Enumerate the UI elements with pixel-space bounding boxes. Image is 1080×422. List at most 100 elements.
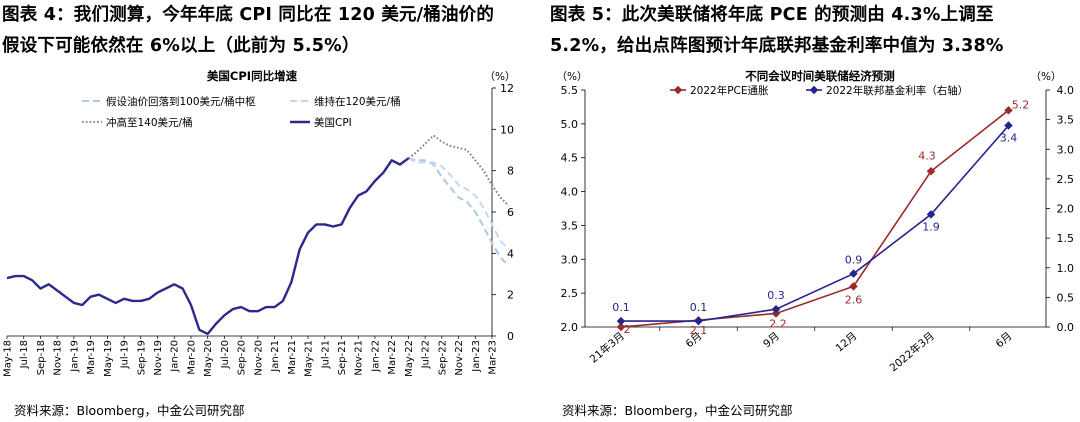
fed-legend-label: 2022年联邦基金利率（右轴）: [826, 84, 968, 97]
left-figure-title-line1: 图表 4：我们测算，今年年底 CPI 同比在 120 美元/桶油价的: [2, 5, 495, 25]
fed-x-tick-label: 6月: [994, 330, 1015, 350]
fed-pce-data-label: 2.6: [845, 293, 863, 306]
fed-pce-marker: [849, 282, 858, 291]
cpi-x-tick-label: Nov-20: [253, 340, 264, 376]
cpi-x-tick-label: Jan-20: [170, 340, 181, 373]
fed-right-tick-label: 2.0: [1057, 203, 1075, 216]
fed-left-tick-label: 3.0: [561, 253, 579, 266]
cpi-x-tick-label: Mar-19: [86, 340, 97, 375]
fed-right-tick-label: 2.5: [1057, 173, 1075, 186]
fed-x-tick-label: 2022年3月: [887, 329, 937, 374]
fed-left-tick-label: 4.0: [561, 186, 579, 199]
fed-left-tick-label: 5.5: [561, 84, 579, 97]
fed-pce-data-label: 2: [624, 323, 631, 336]
cpi-x-tick-label: Mar-21: [287, 340, 298, 375]
cpi-x-tick-label: Jan-23: [471, 340, 482, 373]
cpi-y-tick-label: 0: [507, 330, 514, 343]
fed-legend-label: 2022年PCE通胀: [690, 84, 769, 97]
left-figure-title-line2: 假设下可能依然在 6%以上（此前为 5.5%）: [2, 36, 360, 56]
left-figure-panel: 图表 4：我们测算，今年年底 CPI 同比在 120 美元/桶油价的 假设下可能…: [2, 5, 516, 418]
cpi-x-tick-label: Jul-22: [421, 340, 432, 369]
cpi-series-line: [407, 134, 510, 207]
fed-pce-data-label: 4.3: [918, 149, 936, 162]
fed-right-tick-label: 1.0: [1057, 262, 1075, 275]
cpi-x-tick-label: May-19: [103, 340, 114, 377]
fed-left-tick-label: 3.5: [561, 219, 579, 232]
fed-left-unit: （%）: [557, 71, 588, 83]
fed-pce-data-label: 2.1: [690, 324, 708, 337]
cpi-x-tick-label: Nov-19: [153, 340, 164, 376]
fed-left-tick-label: 2.0: [561, 321, 579, 334]
fed-right-unit: （%）: [1031, 71, 1062, 83]
cpi-x-tick-label: May-22: [404, 340, 415, 377]
cpi-x-tick-label: Nov-21: [354, 340, 365, 376]
fed-right-tick-label: 0.5: [1057, 291, 1075, 304]
cpi-x-tick-label: Mar-20: [186, 340, 197, 375]
right-figure-source: 资料来源：Bloomberg，中金公司研究部: [562, 403, 793, 418]
fed-ffr-marker: [771, 304, 781, 314]
cpi-x-tick-label: Mar-22: [387, 340, 398, 375]
fed-right-tick-label: 3.5: [1057, 114, 1075, 127]
cpi-y-unit: （%）: [485, 71, 516, 83]
cpi-y-tick-label: 8: [507, 165, 514, 178]
left-figure-source: 资料来源：Bloomberg，中金公司研究部: [14, 403, 245, 418]
cpi-legend-label: 维持在120美元/桶: [314, 95, 401, 108]
cpi-chart: 美国CPI同比增速 （%） 0 2 4 6 8 10 12 May-18 Jul-18 Sep-1…: [3, 69, 516, 377]
fed-chart-title: 不同会议时间美联储经济预测: [745, 69, 895, 83]
fed-ffr-marker: [694, 316, 703, 326]
cpi-x-tick-label: May-21: [304, 340, 315, 377]
cpi-x-tick-label: Jul-19: [120, 340, 131, 369]
fed-left-tick-label: 4.5: [561, 152, 579, 165]
fed-x-tick-label: 9月: [761, 330, 782, 350]
fed-legend-marker: [809, 85, 819, 95]
fed-legend-marker: [673, 85, 683, 95]
fed-right-tick-label: 3.0: [1057, 143, 1075, 156]
cpi-x-tick-label: Jul-20: [220, 340, 231, 369]
cpi-y-tick-label: 2: [507, 289, 514, 302]
cpi-series-line: [408, 157, 510, 267]
cpi-legend-label: 冲高至140美元/桶: [106, 116, 193, 129]
fed-ffr-data-label: 0.1: [612, 301, 630, 314]
fed-ffr-line: [621, 125, 1010, 322]
cpi-x-tick-label: Nov-18: [53, 340, 64, 376]
fed-ffr-data-label: 0.3: [767, 289, 785, 302]
fed-ffr-data-label: 1.9: [922, 220, 940, 233]
fed-chart: 不同会议时间美联储经济预测 （%） （%） 2.0 2.5 3.0 3.5 4.0 4.5…: [557, 69, 1075, 374]
cpi-x-tick-label: Mar-23: [488, 340, 499, 375]
fed-x-tick-label: 21年3月: [587, 329, 627, 365]
cpi-legend-label: 美国CPI: [314, 116, 352, 129]
fed-right-tick-label: 4.0: [1057, 84, 1075, 97]
cpi-x-tick-label: Sep-19: [136, 340, 147, 375]
fed-ffr-marker: [849, 269, 858, 278]
fed-pce-marker: [616, 322, 626, 332]
cpi-x-tick-label: May-18: [3, 340, 14, 377]
cpi-y-tick-label: 4: [507, 247, 514, 260]
cpi-x-tick-label: Sep-22: [437, 340, 448, 375]
right-figure-panel: 图表 5：此次美联储将年底 PCE 的预测由 4.3%上调至 5.2%，给出点阵…: [548, 0, 1080, 422]
cpi-x-tick-label: May-20: [203, 340, 214, 377]
cpi-x-tick-label: Jan-22: [370, 340, 381, 373]
cpi-x-tick-label: Jan-21: [270, 340, 281, 373]
cpi-x-tick-label: Jul-18: [19, 340, 30, 369]
fed-pce-line: [620, 109, 1009, 328]
cpi-x-tick-label: Sep-20: [237, 340, 248, 375]
fed-left-tick-label: 5.0: [561, 118, 579, 131]
fed-pce-data-label: 2.2: [769, 317, 787, 330]
cpi-x-tick-label: Nov-22: [454, 340, 465, 376]
fed-pce-data-label: 5.2: [1012, 98, 1030, 111]
cpi-y-tick-label: 10: [500, 123, 514, 136]
fed-ffr-data-label: 0.1: [690, 301, 708, 314]
cpi-x-tick-label: Jan-19: [69, 340, 80, 373]
cpi-legend-label: 假设油价回落到100美元/桶中枢: [106, 95, 256, 108]
fed-right-tick-label: 0.0: [1057, 321, 1075, 334]
cpi-y-tick-label: 6: [507, 206, 514, 219]
cpi-chart-title: 美国CPI同比增速: [207, 69, 298, 83]
cpi-y-tick-label: 12: [500, 82, 514, 95]
fed-left-tick-label: 2.5: [561, 287, 579, 300]
cpi-series-line: [6, 157, 410, 336]
cpi-x-tick-label: Sep-21: [337, 340, 348, 375]
fed-ffr-data-label: 3.4: [1000, 132, 1018, 145]
fed-ffr-data-label: 0.9: [845, 254, 863, 267]
fed-ffr-marker: [616, 316, 626, 326]
fed-right-tick-label: 1.5: [1057, 232, 1075, 245]
